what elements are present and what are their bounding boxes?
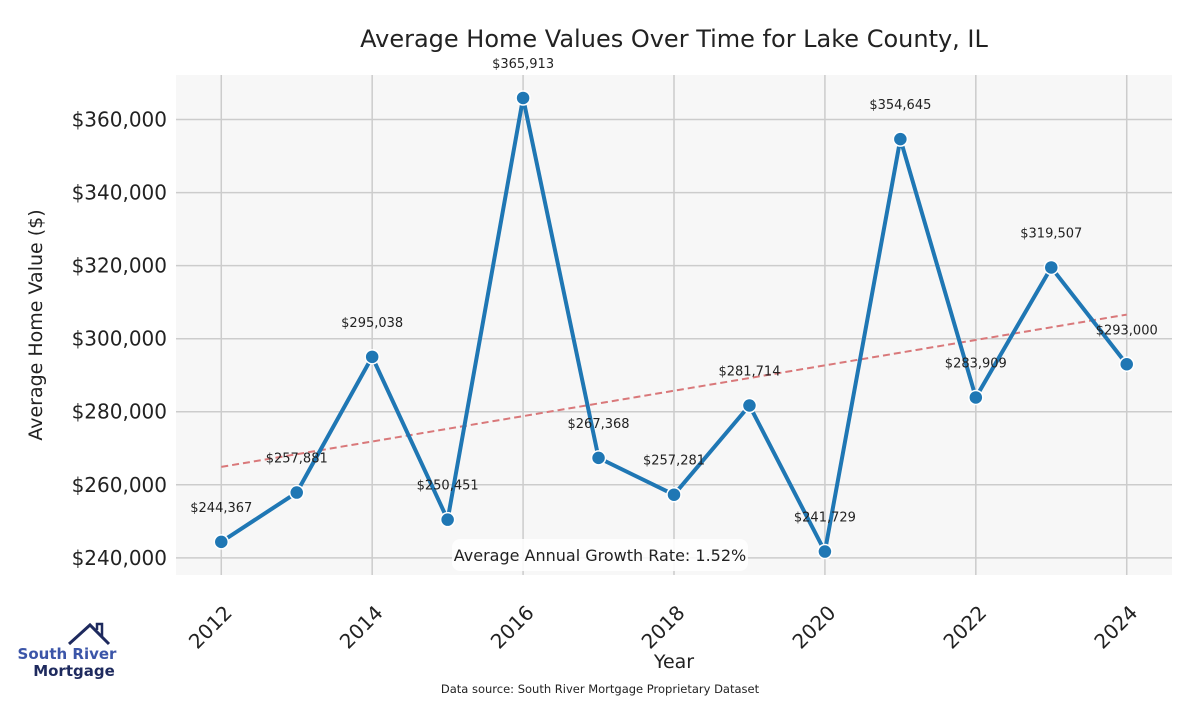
data-point	[892, 131, 909, 147]
data-label: $365,913	[492, 57, 554, 72]
data-label: $244,367	[190, 501, 252, 516]
y-tick-label: $340,000	[72, 181, 167, 205]
x-tick-label: 2012	[184, 601, 237, 654]
data-label: $257,881	[266, 452, 328, 467]
y-tick-label: $240,000	[72, 546, 167, 570]
data-label: $319,507	[1020, 226, 1082, 241]
y-tick-labels: $240,000 $260,000 $280,000 $300,000 $320,000…	[72, 108, 167, 570]
data-points	[213, 90, 1135, 560]
data-label: $250,451	[417, 479, 479, 494]
data-point	[1118, 356, 1135, 373]
chart-title: Average Home Values Over Time for Lake C…	[360, 25, 988, 53]
x-tick-label: 2020	[787, 601, 840, 654]
y-tick-label: $260,000	[72, 473, 167, 497]
trend-line	[221, 313, 1127, 468]
logo-line2: Mortgage	[33, 662, 115, 680]
data-label: $354,645	[869, 98, 931, 113]
x-tick-label: 2024	[1089, 601, 1142, 654]
data-label: $295,038	[341, 316, 403, 331]
x-tick-label: 2014	[335, 601, 388, 654]
data-point	[817, 543, 833, 560]
data-source: Data source: South River Mortgage Propri…	[441, 682, 760, 696]
growth-annotation: Average Annual Growth Rate: 1.52%	[452, 539, 748, 571]
data-label: $241,729	[794, 511, 856, 526]
x-tick-label: 2022	[938, 601, 991, 654]
data-point	[666, 486, 682, 503]
x-tick-label: 2018	[637, 601, 690, 654]
data-point	[741, 397, 758, 414]
data-point	[439, 511, 456, 528]
data-point	[288, 484, 305, 501]
y-tick-label: $300,000	[72, 327, 167, 351]
y-tick-label: $280,000	[72, 400, 167, 424]
data-label: $293,000	[1096, 323, 1158, 338]
data-point	[213, 534, 230, 550]
logo-line1: South River	[18, 645, 118, 663]
growth-annotation-text: Average Annual Growth Rate: 1.52%	[454, 546, 746, 565]
y-tick-label: $360,000	[72, 108, 167, 132]
data-point	[515, 90, 531, 106]
data-point	[364, 349, 380, 365]
y-axis-label: Average Home Value ($)	[25, 209, 47, 440]
data-label: $267,368	[568, 417, 630, 432]
data-label: $283,909	[945, 356, 1007, 371]
data-point	[1043, 259, 1060, 276]
x-tick-labels: 2012 2014 2016 2018 2020 2022 2024	[184, 601, 1142, 654]
data-label: $257,281	[643, 454, 705, 469]
data-point	[968, 389, 984, 406]
data-point	[590, 450, 607, 466]
y-tick-label: $320,000	[72, 254, 167, 278]
data-label: $281,714	[718, 364, 780, 379]
x-tick-label: 2016	[486, 601, 539, 654]
x-axis-label: Year	[653, 651, 694, 673]
data-labels: $244,367 $257,881 $295,038 $250,451 $365,913…	[190, 57, 1157, 526]
company-logo: South River Mortgage	[18, 622, 118, 680]
